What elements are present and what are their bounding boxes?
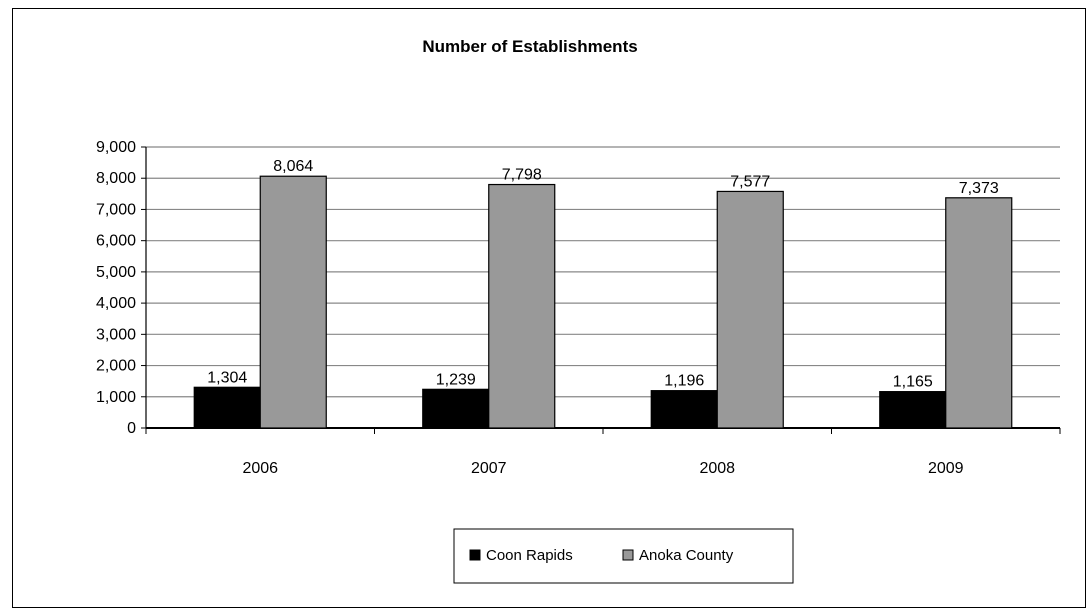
y-tick-label: 5,000	[96, 264, 136, 281]
data-label: 1,239	[436, 371, 476, 388]
data-label: 1,165	[893, 374, 933, 391]
bar-coon-rapids	[422, 388, 490, 429]
legend-swatch	[622, 549, 634, 561]
data-label: 7,798	[502, 167, 542, 184]
legend-label: Anoka County	[639, 547, 734, 564]
chart-title: Number of Establishments	[422, 37, 637, 56]
bar-anoka-county	[945, 197, 1013, 429]
y-tick-label: 1,000	[96, 389, 136, 406]
legend-swatch	[469, 549, 481, 561]
bar-anoka-county	[259, 175, 327, 429]
data-label: 1,304	[207, 369, 247, 386]
bar-coon-rapids	[650, 390, 718, 429]
data-label: 8,064	[273, 158, 313, 175]
data-label: 7,577	[730, 173, 770, 190]
bar-coon-rapids	[879, 391, 947, 429]
legend-label: Coon Rapids	[486, 547, 573, 564]
y-tick-label: 0	[127, 420, 136, 437]
y-axis: 0 1,000 2,000 3,000 4,000 5,000 6,000 7,000 8,00…	[96, 139, 147, 437]
legend: Coon Rapids Anoka County	[453, 528, 794, 584]
x-tick-label: 2006	[242, 460, 278, 477]
x-axis: 2006 2007 2008 2009	[145, 427, 1061, 477]
data-labels: 1,304 8,064 1,239 7,798 1,196 7,577 1,165 7,373	[207, 158, 999, 390]
x-tick-label: 2009	[928, 460, 964, 477]
y-tick-label: 7,000	[96, 201, 136, 218]
x-tick-label: 2007	[471, 460, 507, 477]
y-tick-label: 8,000	[96, 170, 136, 187]
x-tick-label: 2008	[699, 460, 735, 477]
data-label: 1,196	[664, 373, 704, 390]
bar-anoka-county	[716, 190, 784, 429]
data-label: 7,373	[959, 180, 999, 197]
bars	[193, 175, 1013, 429]
bar-coon-rapids	[193, 386, 261, 429]
y-tick-label: 4,000	[96, 295, 136, 312]
y-tick-label: 2,000	[96, 358, 136, 375]
y-tick-label: 3,000	[96, 326, 136, 343]
y-tick-label: 9,000	[96, 139, 136, 156]
y-tick-label: 6,000	[96, 233, 136, 250]
bar-anoka-county	[488, 183, 556, 429]
